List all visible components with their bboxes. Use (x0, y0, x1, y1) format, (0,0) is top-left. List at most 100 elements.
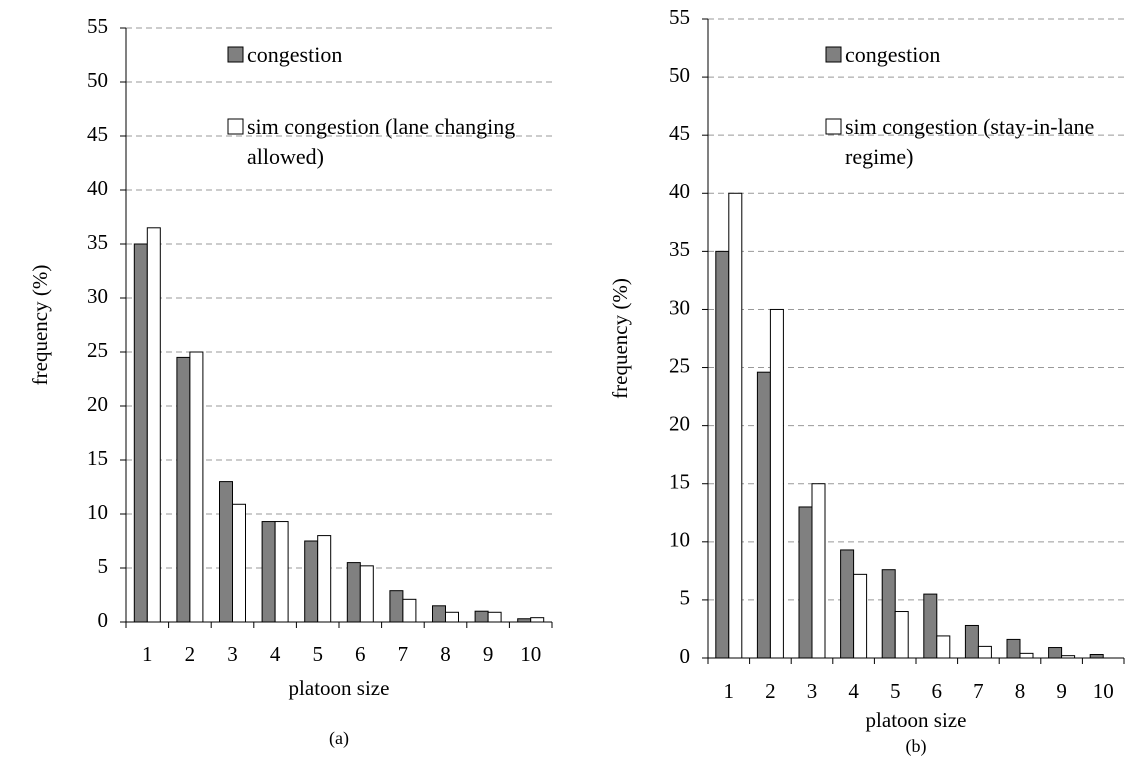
bar (474, 610, 489, 623)
bar (811, 483, 826, 659)
legend-label: congestion (845, 42, 941, 67)
y-tick-label: 15 (87, 446, 108, 470)
bar (402, 598, 417, 623)
bar (445, 611, 459, 623)
x-tick-label: 9 (1056, 679, 1067, 703)
y-tick-label: 10 (87, 500, 108, 524)
y-tick-label: 45 (87, 122, 108, 146)
bar (1048, 647, 1063, 659)
bar (1061, 655, 1076, 659)
y-tick-label: 35 (669, 237, 690, 261)
bar (304, 540, 319, 623)
bar (936, 635, 951, 659)
y-tick-label: 35 (87, 230, 108, 254)
x-axis-label: platoon size (289, 676, 390, 700)
bar (389, 590, 404, 623)
bar (487, 611, 502, 623)
x-tick-label: 7 (973, 679, 984, 703)
legend-swatch (227, 118, 244, 135)
bar (317, 535, 332, 623)
legend-entry: sim congestion (stay-in-lane regime) (845, 114, 1095, 169)
bar (346, 562, 361, 623)
legend-swatch (227, 46, 244, 63)
bar (1019, 652, 1034, 659)
y-tick-label: 25 (87, 338, 108, 362)
bar (1089, 654, 1104, 659)
bar (133, 243, 148, 623)
x-tick-label: 6 (932, 679, 943, 703)
y-tick-label: 20 (87, 392, 108, 416)
bar (359, 565, 374, 623)
bar (176, 356, 191, 623)
bar (530, 617, 545, 623)
y-tick-label: 30 (669, 295, 690, 319)
bar (1006, 638, 1021, 659)
y-tick-label: 0 (680, 644, 691, 668)
bar (894, 611, 909, 659)
x-tick-label: 6 (355, 642, 366, 666)
y-tick-label: 50 (669, 63, 690, 87)
legend-swatch (825, 46, 842, 63)
x-tick-label: 1 (142, 642, 153, 666)
x-tick-label: 3 (807, 679, 818, 703)
y-axis-label: frequency (%) (608, 278, 632, 399)
bar (517, 618, 532, 623)
y-tick-label: 45 (669, 121, 690, 145)
legend-entry: congestion (247, 42, 343, 67)
x-tick-label: 9 (483, 642, 494, 666)
y-tick-label: 5 (680, 586, 691, 610)
bar (964, 624, 979, 659)
bar (261, 521, 276, 623)
bar (977, 645, 992, 659)
x-tick-label: 2 (185, 642, 196, 666)
bar (769, 308, 784, 659)
y-tick-label: 55 (669, 5, 690, 29)
bar (756, 371, 771, 659)
bar (853, 573, 868, 659)
y-axis-label: frequency (%) (28, 265, 52, 386)
x-tick-label: 4 (270, 642, 281, 666)
x-tick-label: 3 (227, 642, 238, 666)
bar (219, 481, 233, 623)
bar (715, 250, 730, 659)
bar (728, 192, 743, 659)
bar (274, 521, 289, 623)
x-axis-label: platoon size (866, 708, 967, 732)
y-tick-label: 5 (98, 554, 109, 578)
bar (923, 593, 938, 659)
y-tick-label: 10 (669, 528, 690, 552)
legend-label: congestion (247, 42, 343, 67)
bar (232, 503, 246, 623)
x-tick-label: 8 (440, 642, 451, 666)
x-tick-label: 10 (520, 642, 541, 666)
bar (432, 605, 446, 623)
bar (189, 351, 204, 623)
legend-swatch (825, 118, 842, 135)
x-tick-label: 1 (724, 679, 735, 703)
x-tick-label: 2 (765, 679, 776, 703)
y-tick-label: 50 (87, 68, 108, 92)
legend-entry: sim congestion (lane changing allowed) (247, 114, 516, 169)
legend-entry: congestion (845, 42, 941, 67)
caption: (b) (906, 736, 927, 757)
legend-label: sim congestion (stay-in-lane regime) (845, 114, 1095, 169)
x-tick-label: 8 (1015, 679, 1026, 703)
legend-label: sim congestion (lane changing allowed) (247, 114, 516, 169)
bar (840, 549, 855, 659)
bar (146, 227, 161, 623)
x-tick-label: 4 (848, 679, 859, 703)
y-tick-label: 40 (669, 179, 690, 203)
caption: (a) (329, 728, 349, 749)
x-tick-label: 5 (312, 642, 323, 666)
x-tick-label: 10 (1093, 679, 1114, 703)
bar (881, 569, 896, 659)
y-tick-label: 15 (669, 470, 690, 494)
y-tick-label: 0 (98, 608, 109, 632)
y-tick-label: 20 (669, 411, 690, 435)
y-tick-label: 55 (87, 14, 108, 38)
y-tick-label: 40 (87, 176, 108, 200)
x-tick-label: 5 (890, 679, 901, 703)
y-tick-label: 30 (87, 284, 108, 308)
bar (798, 506, 813, 659)
